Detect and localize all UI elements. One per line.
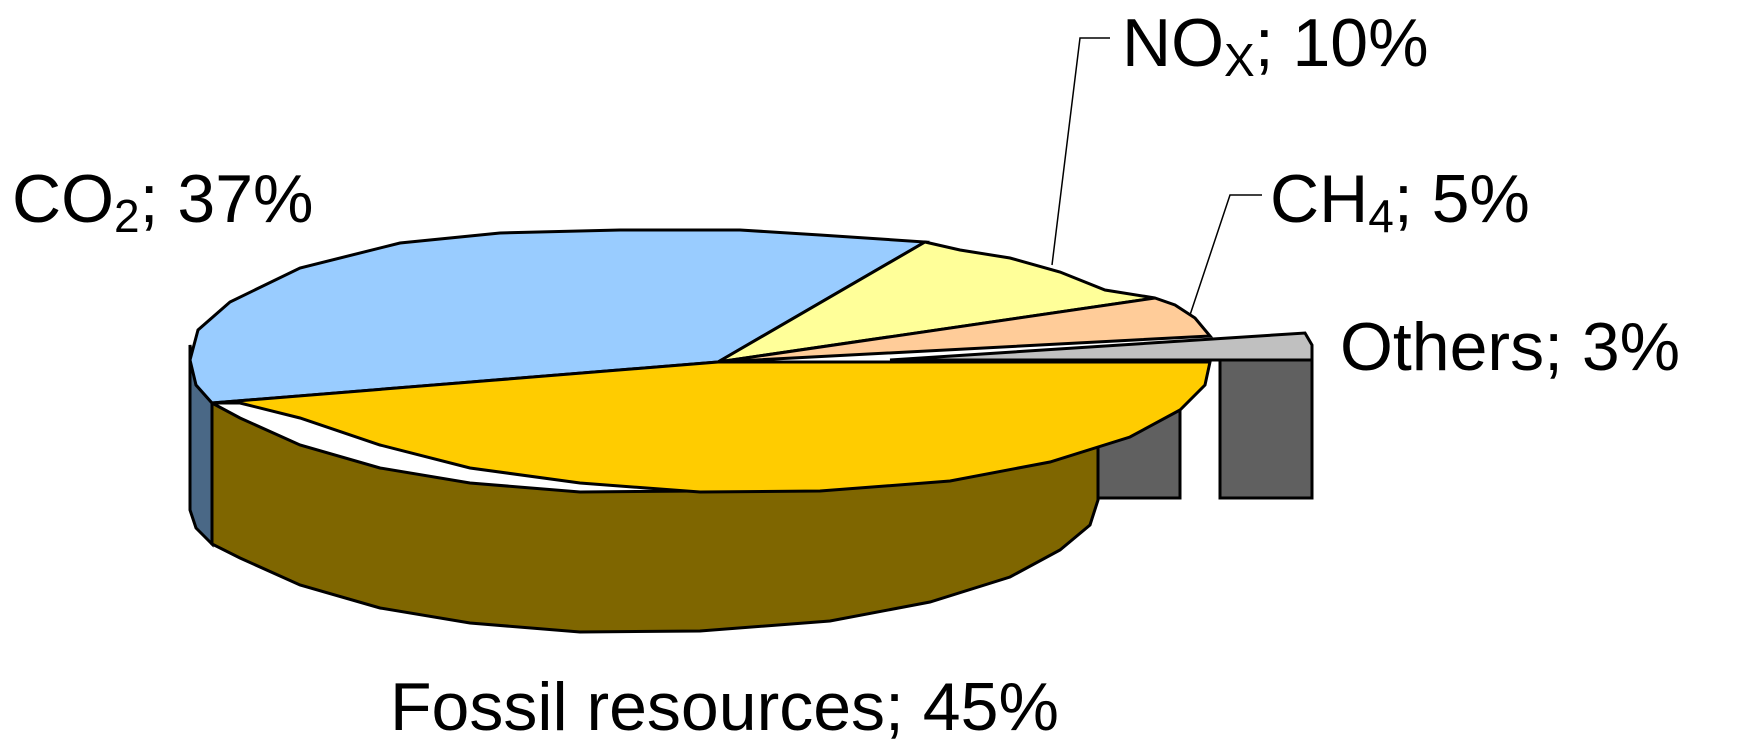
slice-side-fossil bbox=[210, 359, 1100, 634]
label-ch4: CH4; 5% bbox=[1270, 161, 1530, 242]
leader-line-nox bbox=[1051, 37, 1110, 266]
label-others: Others; 3% bbox=[1340, 309, 1680, 385]
label-nox: NOX; 10% bbox=[1122, 5, 1429, 86]
slice-ch4 bbox=[717, 296, 1214, 364]
slice-nox bbox=[717, 240, 1156, 364]
slice-co2 bbox=[188, 228, 931, 405]
slice-side-others-front bbox=[1218, 358, 1314, 500]
label-fossil: Fossil resources; 45% bbox=[390, 669, 1059, 744]
label-co2: CO2; 37% bbox=[12, 161, 313, 242]
slice-others bbox=[889, 331, 1314, 362]
leader-line-ch4 bbox=[1189, 194, 1262, 316]
slice-fossil bbox=[211, 360, 1212, 494]
